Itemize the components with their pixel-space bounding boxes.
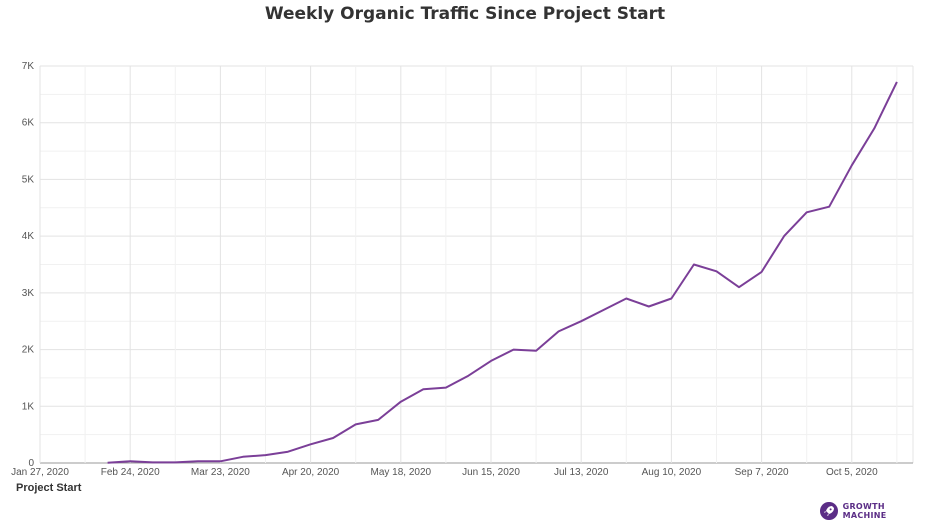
data-point [219, 460, 221, 462]
data-point [355, 423, 357, 425]
data-point [828, 206, 830, 208]
data-point [670, 298, 672, 300]
y-tick-label: 4K [22, 231, 35, 242]
x-tick-label: Feb 24, 2020 [101, 467, 160, 478]
x-tick-label: May 18, 2020 [370, 467, 431, 478]
y-tick-label: 0 [28, 458, 34, 469]
data-point [152, 461, 154, 463]
brand-logo: GROWTH MACHINE [820, 502, 930, 520]
x-axis-label: Project Start [16, 482, 82, 494]
data-point [490, 360, 492, 362]
data-point [513, 349, 515, 351]
data-point [783, 235, 785, 237]
y-tick-label: 5K [22, 174, 35, 185]
data-point [603, 309, 605, 311]
data-point [535, 350, 537, 352]
y-tick-label: 7K [22, 61, 35, 72]
brand-name: GROWTH MACHINE [842, 502, 887, 520]
data-point [715, 270, 717, 272]
data-point [400, 401, 402, 403]
data-point [648, 305, 650, 307]
data-point [693, 264, 695, 266]
x-tick-label: Jun 15, 2020 [462, 467, 520, 478]
data-point [467, 375, 469, 377]
data-point [422, 388, 424, 390]
y-tick-label: 2K [22, 345, 35, 356]
data-point [242, 456, 244, 458]
data-point [558, 330, 560, 332]
data-point [377, 419, 379, 421]
x-tick-label: Apr 20, 2020 [282, 467, 340, 478]
x-tick-label: Mar 23, 2020 [191, 467, 250, 478]
data-point [580, 320, 582, 322]
x-tick-label: Jan 27, 2020 [11, 467, 69, 478]
data-point [625, 298, 627, 300]
x-tick-label: Oct 5, 2020 [826, 467, 878, 478]
data-point [129, 460, 131, 462]
chart-title: Weekly Organic Traffic Since Project Sta… [264, 4, 666, 24]
y-axis-ticks: 0 1K 2K 3K 4K 5K 6K 7K [22, 61, 35, 469]
gridlines [39, 65, 914, 464]
y-tick-label: 6K [22, 118, 35, 129]
data-point [197, 460, 199, 462]
x-tick-label: Sep 7, 2020 [735, 467, 789, 478]
y-tick-label: 3K [22, 288, 35, 299]
rocket-icon [820, 502, 838, 520]
data-point [761, 271, 763, 273]
series-line [107, 81, 898, 464]
data-point [310, 443, 312, 445]
y-tick-label: 1K [22, 401, 35, 412]
x-axis-ticks: Jan 27, 2020 Feb 24, 2020 Mar 23, 2020 Apr … [11, 467, 878, 478]
data-point [806, 211, 808, 213]
data-point [851, 164, 853, 166]
data-point [873, 127, 875, 129]
data-point [738, 286, 740, 288]
data-point [287, 451, 289, 453]
x-tick-label: Jul 13, 2020 [554, 467, 609, 478]
data-point [896, 81, 898, 83]
data-point [264, 454, 266, 456]
data-point [332, 437, 334, 439]
data-point [445, 387, 447, 389]
data-point [107, 462, 109, 464]
x-tick-label: Aug 10, 2020 [642, 467, 702, 478]
data-point [174, 461, 176, 463]
